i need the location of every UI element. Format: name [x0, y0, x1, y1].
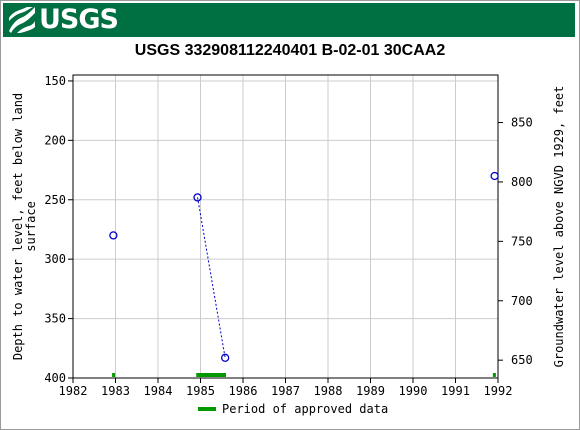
legend-label: Period of approved data [222, 402, 388, 416]
y-axis-label-left: Depth to water level, feet below landsur… [11, 93, 38, 360]
y-axis-label-left-line1: Depth to water level, feet below land [11, 93, 25, 360]
data-point [109, 231, 118, 240]
x-tick-label: 1983 [101, 384, 130, 398]
usgs-logo[interactable]: USGS [7, 4, 119, 35]
y-right-tick-label: 800 [511, 175, 533, 189]
y-left-tick-label: 150 [44, 74, 66, 88]
y-left-tick-label: 300 [44, 252, 66, 266]
x-tick-label: 1989 [356, 384, 385, 398]
approved-period-bar [196, 373, 226, 377]
y-axis-label-right: Groundwater level above NGVD 1929, feet [552, 86, 566, 368]
usgs-wave-icon [9, 7, 35, 33]
x-tick-label: 1990 [399, 384, 428, 398]
y-right-tick-label: 700 [511, 294, 533, 308]
approved-periods [112, 373, 496, 377]
y-left-tick-label: 350 [44, 312, 66, 326]
x-tick-label: 1982 [59, 384, 88, 398]
y-left-tick-label: 200 [44, 133, 66, 147]
data-point [193, 193, 202, 202]
y-right-tick-label: 850 [511, 116, 533, 130]
x-tick-label: 1988 [314, 384, 343, 398]
legend-swatch [198, 407, 216, 411]
grid-layer [72, 75, 499, 379]
data-point [490, 171, 499, 181]
data-point [220, 353, 230, 362]
x-tick-label: 1986 [229, 384, 258, 398]
tick-layer: 1982 1983 1984 1985 1986 1987 1988 1989 1990 1991… [44, 74, 532, 398]
x-tick-label: 1985 [186, 384, 215, 398]
y-left-tick-label: 250 [44, 193, 66, 207]
chart-title: USGS 332908112240401 B-02-01 30CAA2 [134, 42, 446, 59]
y-left-tick-label: 400 [44, 371, 66, 385]
usgs-logo-text: USGS [39, 4, 119, 35]
y-right-tick-label: 750 [511, 234, 533, 248]
series-connector [197, 197, 226, 358]
x-tick-label: 1987 [271, 384, 300, 398]
y-axis-label-left-line2: surface [24, 201, 38, 252]
x-tick-label: 1984 [144, 384, 173, 398]
usgs-banner: USGS [3, 3, 575, 37]
y-right-tick-label: 650 [511, 353, 533, 367]
x-tick-label: 1992 [484, 384, 513, 398]
approved-period-bar [112, 373, 116, 377]
legend: Period of approved data [198, 402, 388, 416]
approved-period-bar [492, 373, 496, 377]
x-tick-label: 1991 [441, 384, 470, 398]
series-layer [109, 171, 499, 362]
